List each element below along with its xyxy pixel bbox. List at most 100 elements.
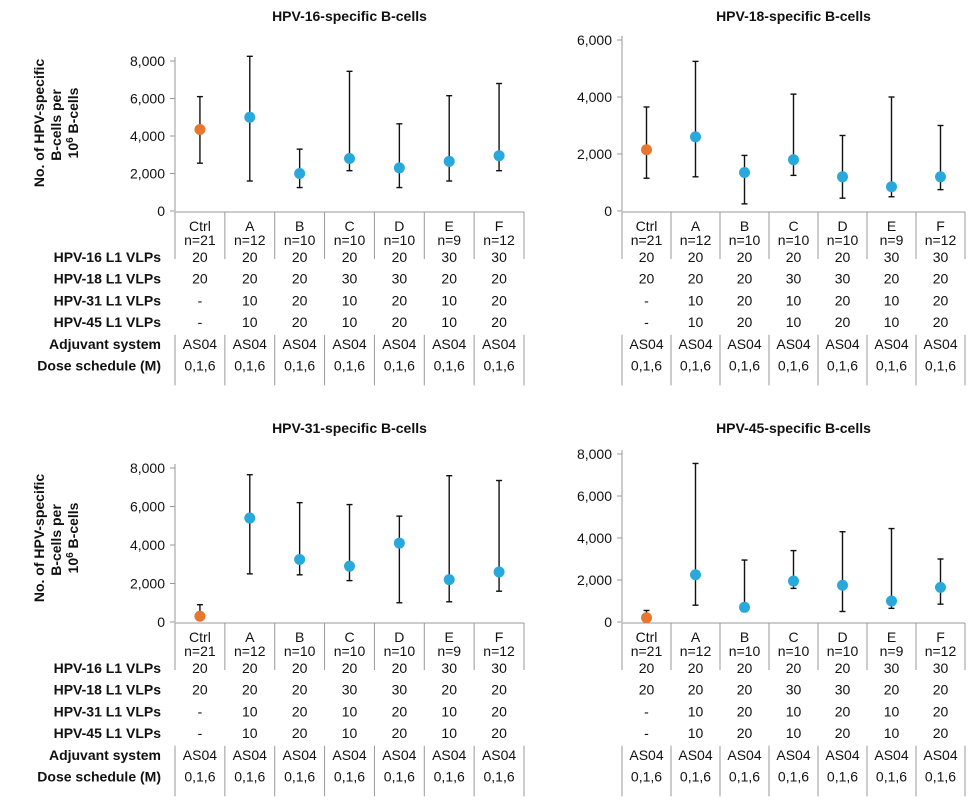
category-n-label: n=12 (925, 643, 957, 659)
data-point (837, 171, 848, 183)
y-axis-label-exponent: 6 (65, 137, 76, 143)
chart-title: HPV-31-specific B-cells (272, 420, 427, 436)
category-n-label: n=10 (778, 232, 810, 248)
table-cell: - (198, 292, 203, 308)
table-cell: 20 (491, 703, 507, 719)
data-point (641, 612, 652, 624)
table-cell: 20 (242, 682, 258, 698)
data-point (294, 168, 306, 179)
category-label: D (394, 218, 404, 234)
table-cell: 0,1,6 (827, 769, 858, 785)
table-cell: 20 (835, 660, 851, 676)
table-cell: AS04 (923, 336, 957, 352)
table-cell: AS04 (183, 747, 217, 763)
data-point (935, 581, 946, 593)
data-point (690, 569, 701, 581)
category-n-label: n=9 (880, 232, 904, 248)
table-cell: 0,1,6 (184, 769, 215, 785)
table-cell: 10 (441, 292, 457, 308)
table-cell: 20 (737, 703, 753, 719)
table-cell: 20 (688, 271, 704, 287)
table-cell: 0,1,6 (484, 769, 515, 785)
category-label: Ctrl (636, 629, 658, 645)
table-cell: 20 (933, 292, 949, 308)
category-label: B (740, 218, 749, 234)
table-cell: 10 (688, 703, 704, 719)
table-cell: AS04 (874, 747, 908, 763)
table-cell: AS04 (283, 336, 317, 352)
table-cell: 20 (737, 271, 753, 287)
table-cell: 20 (688, 249, 704, 265)
table-cell: 10 (786, 314, 802, 330)
table-cell: 10 (786, 292, 802, 308)
table-cell: 20 (933, 682, 949, 698)
data-point (294, 553, 306, 565)
table-cell: AS04 (825, 747, 859, 763)
data-point (837, 579, 848, 591)
row-label: HPV-31 L1 VLPs (54, 292, 162, 308)
table-cell: 10 (441, 314, 457, 330)
table-cell: 20 (242, 249, 258, 265)
category-n-label: n=12 (234, 232, 266, 248)
table-cell: 20 (933, 314, 949, 330)
table-cell: AS04 (678, 747, 712, 763)
table-cell: 20 (835, 314, 851, 330)
y-tick-label: 4,000 (577, 89, 612, 105)
table-cell: 20 (292, 292, 308, 308)
table-cell: 30 (441, 660, 457, 676)
table-cell: 20 (835, 292, 851, 308)
category-label: E (887, 629, 896, 645)
category-n-label: n=10 (384, 232, 416, 248)
table-cell: 20 (786, 249, 802, 265)
table-cell: 0,1,6 (334, 358, 365, 374)
table-cell: 30 (786, 682, 802, 698)
table-cell: 0,1,6 (234, 358, 265, 374)
category-label: D (394, 629, 404, 645)
table-cell: - (644, 292, 649, 308)
data-point (886, 181, 897, 193)
category-label: Ctrl (189, 218, 211, 234)
table-cell: 20 (292, 682, 308, 698)
row-label: Dose schedule (M) (37, 769, 161, 785)
chart-title: HPV-18-specific B-cells (716, 8, 871, 24)
y-axis-label-base: 10 (65, 558, 81, 574)
y-axis-label-line1: No. of HPV-specific (31, 474, 47, 603)
data-point (788, 575, 799, 587)
table-cell: 20 (292, 271, 308, 287)
row-label: HPV-16 L1 VLPs (54, 249, 162, 265)
category-label: E (445, 629, 454, 645)
y-tick-label: 2,000 (130, 576, 165, 592)
y-tick-label: 6,000 (130, 499, 165, 515)
table-cell: - (198, 725, 203, 741)
y-tick-label: 2,000 (577, 146, 612, 162)
category-label: Ctrl (636, 218, 658, 234)
table-cell: 0,1,6 (876, 769, 907, 785)
data-point (344, 153, 355, 164)
table-cell: 20 (192, 271, 208, 287)
table-cell: 30 (491, 249, 507, 265)
table-cell: 20 (688, 660, 704, 676)
table-cell: 0,1,6 (434, 358, 465, 374)
y-axis-label-line1: No. of HPV-specific (31, 59, 47, 188)
table-cell: AS04 (432, 336, 466, 352)
y-axis-label-unit: B-cells (65, 87, 81, 137)
table-cell: 20 (491, 271, 507, 287)
y-tick-label: 2,000 (130, 166, 165, 182)
row-label: HPV-45 L1 VLPs (54, 725, 162, 741)
y-axis-label-line3: 106 B-cells (65, 502, 81, 573)
table-cell: 20 (491, 682, 507, 698)
table-cell: 10 (342, 703, 358, 719)
table-cell: - (644, 703, 649, 719)
table-cell: 20 (441, 271, 457, 287)
y-tick-label: 4,000 (130, 537, 165, 553)
table-cell: 20 (737, 292, 753, 308)
table-cell: 0,1,6 (827, 358, 858, 374)
data-point (493, 150, 505, 162)
table-cell: 0,1,6 (680, 358, 711, 374)
category-n-label: n=10 (778, 643, 810, 659)
category-label: C (344, 629, 354, 645)
table-cell: 20 (884, 271, 900, 287)
category-n-label: n=21 (184, 643, 216, 659)
table-cell: 20 (342, 660, 358, 676)
table-cell: 10 (242, 314, 258, 330)
